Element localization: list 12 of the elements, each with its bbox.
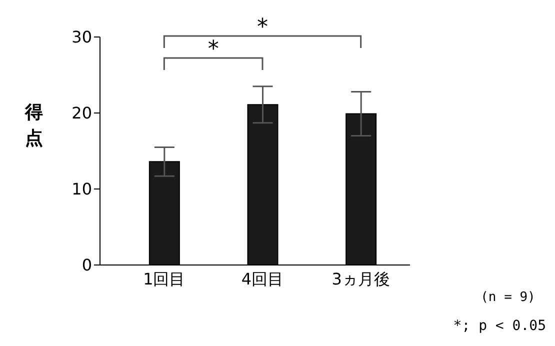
y-axis-title: 得点 xyxy=(24,101,44,151)
y-tick-label: 0 xyxy=(82,256,92,275)
x-tick-label: 1回目 xyxy=(143,269,186,288)
x-tick-label: 3ヵ月後 xyxy=(332,269,390,288)
text: *; p < 0.05 xyxy=(453,318,546,334)
text: (n = 9) xyxy=(480,290,536,305)
y-tick-label: 10 xyxy=(72,180,92,199)
x-tick-label: 4回目 xyxy=(241,269,284,288)
y-tick-label: 20 xyxy=(72,104,92,123)
y-tick-label: 30 xyxy=(72,28,92,47)
annotation: * xyxy=(208,37,219,62)
annotation: * xyxy=(257,15,268,40)
